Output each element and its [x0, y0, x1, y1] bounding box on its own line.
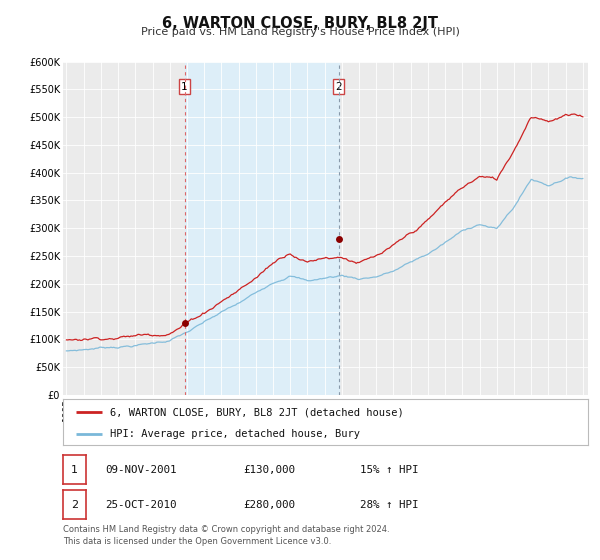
Text: £130,000: £130,000	[243, 465, 295, 475]
Text: Contains HM Land Registry data © Crown copyright and database right 2024.
This d: Contains HM Land Registry data © Crown c…	[63, 525, 389, 546]
Text: 1: 1	[181, 82, 188, 92]
Text: 2: 2	[335, 82, 342, 92]
Text: HPI: Average price, detached house, Bury: HPI: Average price, detached house, Bury	[110, 429, 360, 438]
Text: 28% ↑ HPI: 28% ↑ HPI	[360, 500, 419, 510]
Bar	[185, 62, 338, 395]
Text: 6, WARTON CLOSE, BURY, BL8 2JT: 6, WARTON CLOSE, BURY, BL8 2JT	[162, 16, 438, 31]
Text: £280,000: £280,000	[243, 500, 295, 510]
Text: 6, WARTON CLOSE, BURY, BL8 2JT (detached house): 6, WARTON CLOSE, BURY, BL8 2JT (detached…	[110, 407, 404, 417]
Text: 09-NOV-2001: 09-NOV-2001	[105, 465, 176, 475]
Text: 1: 1	[71, 465, 78, 475]
Text: 2: 2	[71, 500, 78, 510]
Text: 25-OCT-2010: 25-OCT-2010	[105, 500, 176, 510]
Text: 15% ↑ HPI: 15% ↑ HPI	[360, 465, 419, 475]
Text: Price paid vs. HM Land Registry's House Price Index (HPI): Price paid vs. HM Land Registry's House …	[140, 27, 460, 38]
